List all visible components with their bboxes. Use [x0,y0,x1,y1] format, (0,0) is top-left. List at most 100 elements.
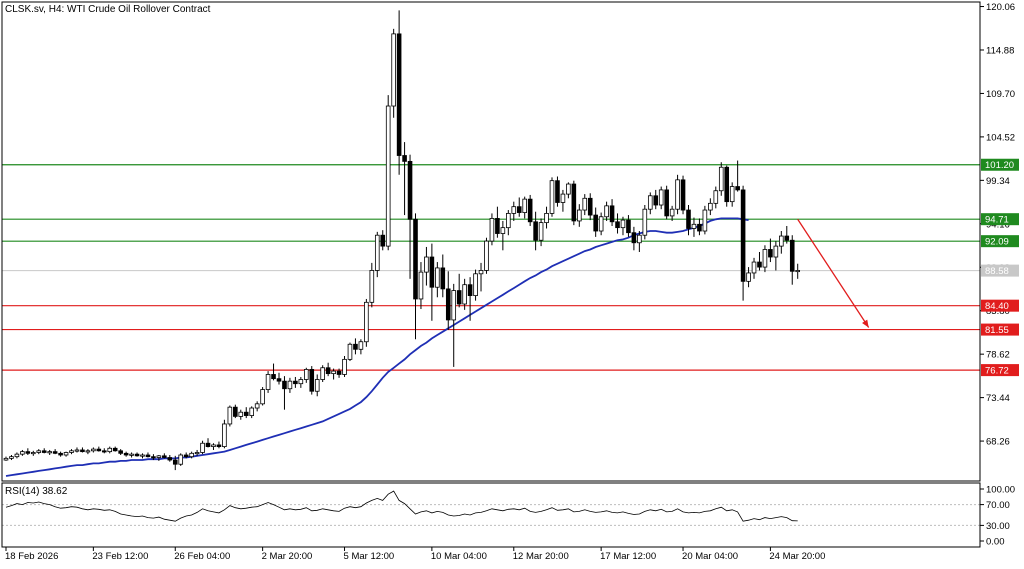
candle [598,212,604,236]
candle-body [647,195,653,210]
candle-body [500,227,506,234]
candle-body [74,449,80,452]
candle-body [293,380,298,385]
candle-body [347,343,353,360]
candle [140,453,145,459]
candle-body [271,374,276,380]
candle [107,446,113,454]
candle-body [691,223,697,229]
candle-body [200,442,205,453]
candle [309,366,315,395]
candle-body [227,406,233,425]
candle-body [702,209,708,232]
candle [325,362,331,377]
candle [620,216,626,236]
candle [145,452,151,458]
candle [642,205,648,240]
candle-body [216,444,222,448]
rsi-tick-label: 0.00 [986,537,1005,548]
candle-body [424,256,429,273]
candle-body [140,454,145,457]
candle-body [544,212,549,224]
candle-body [205,442,211,448]
candle-body [276,378,282,382]
candle [156,454,162,461]
candle [402,142,407,216]
candle [254,401,260,412]
candle [380,230,386,251]
candle-body [440,267,446,290]
candle-body [615,221,620,229]
candle [697,218,702,236]
candle-body [374,234,380,271]
candle [456,273,462,308]
time-tick-label: 2 Mar 20:00 [262,551,313,562]
candle-body [751,261,757,274]
time-tick-label: 26 Feb 04:00 [174,551,230,562]
candle-body [549,180,555,214]
current-price-label: 88.58 [985,266,1009,277]
candle-body [320,367,325,380]
price-tick-label: 104.52 [986,132,1015,143]
rsi-panel [2,490,980,526]
candle-body [566,183,571,195]
candle [85,449,91,455]
candle-body [151,456,156,459]
level-price-tag [981,213,1019,226]
candle [36,449,42,455]
candle [435,262,440,298]
candle-body [773,245,779,258]
candle-body [506,212,511,229]
candle-body [637,234,642,244]
candle-body [746,272,751,282]
candle [478,262,484,292]
candle-body [265,374,271,390]
candle [473,269,478,301]
candle [658,186,664,210]
candle-body [735,186,740,191]
candle [374,231,380,278]
candle-body [407,160,413,220]
candle [686,205,691,236]
candle [522,196,527,219]
candle-body [762,249,768,268]
candle [303,367,309,383]
candle-body [675,179,680,210]
candle [58,451,63,457]
candle [118,449,123,455]
candle-body [314,379,320,392]
candle [615,213,620,234]
candle-body [642,208,648,236]
candle-body [757,261,762,268]
candle-body [254,403,260,409]
candle-body [604,205,609,218]
price-tick-label: 78.62 [986,350,1010,361]
main-panel-border [1,1,981,482]
candle [462,278,467,310]
candle-body [112,447,118,452]
candle-body [47,451,52,454]
level-price-tag [981,235,1019,248]
candle-body [129,453,134,456]
candle-body [183,454,189,458]
rsi-tick-label: 100.00 [986,485,1015,496]
candle [112,446,118,452]
candle [779,231,784,254]
rsi-line [5,490,798,522]
forecast-arrow-line [797,218,870,328]
candle [544,206,549,229]
candle [238,409,244,420]
candle-body [238,411,244,417]
level-price-label: 84.40 [985,301,1009,312]
candle [216,441,222,449]
candle [637,231,642,252]
candle [123,451,129,457]
candle-body [80,449,85,453]
candle [751,257,757,279]
rsi-tick-label: 30.00 [986,521,1010,532]
candle-body [516,206,522,213]
candle [41,448,47,454]
candle-body [118,450,123,454]
candle [609,199,615,226]
candle [80,447,85,453]
